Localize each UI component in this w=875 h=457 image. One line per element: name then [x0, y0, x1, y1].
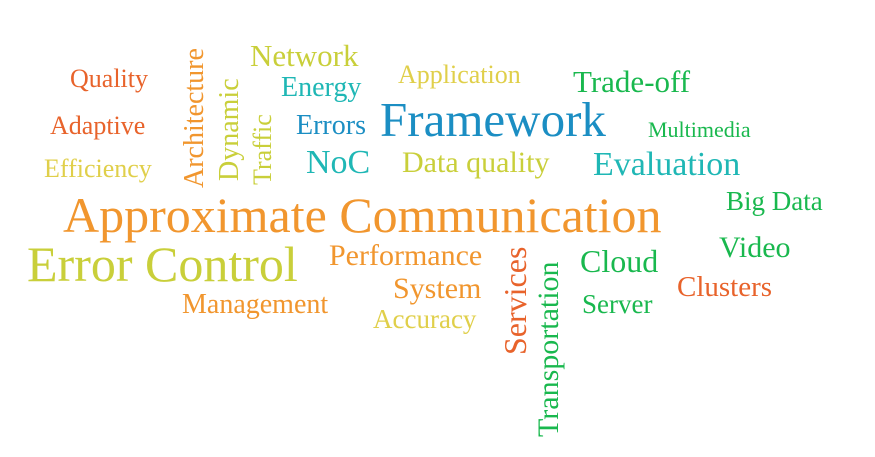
- word-accuracy: Accuracy: [373, 304, 477, 334]
- word-services: Services: [497, 246, 533, 355]
- word-architecture: Architecture: [179, 48, 210, 188]
- word-data-quality: Data quality: [402, 146, 550, 179]
- word-approximate-communication: Approximate Communication: [63, 187, 662, 243]
- word-quality: Quality: [70, 64, 148, 93]
- word-management: Management: [182, 289, 329, 320]
- word-adaptive: Adaptive: [50, 111, 146, 140]
- word-application: Application: [398, 60, 521, 89]
- word-cloud: Cloud: [580, 243, 659, 279]
- word-dynamic: Dynamic: [214, 78, 245, 181]
- word-framework: Framework: [380, 92, 606, 147]
- word-performance: Performance: [329, 239, 483, 272]
- word-big-data: Big Data: [726, 186, 823, 216]
- word-transportation: Transportation: [532, 261, 565, 437]
- word-traffic: Traffic: [248, 114, 277, 185]
- word-system: System: [393, 272, 482, 305]
- word-server: Server: [582, 289, 653, 319]
- word-multimedia: Multimedia: [648, 117, 751, 142]
- word-errors: Errors: [296, 110, 366, 141]
- word-error-control: Error Control: [27, 236, 298, 292]
- word-evaluation: Evaluation: [593, 146, 741, 183]
- word-energy: Energy: [281, 72, 362, 103]
- word-noc: NoC: [306, 144, 371, 181]
- word-network: Network: [250, 38, 359, 73]
- word-video: Video: [719, 231, 791, 264]
- word-trade-off: Trade-off: [573, 64, 691, 99]
- word-efficiency: Efficiency: [44, 154, 152, 183]
- word-clusters: Clusters: [677, 271, 773, 303]
